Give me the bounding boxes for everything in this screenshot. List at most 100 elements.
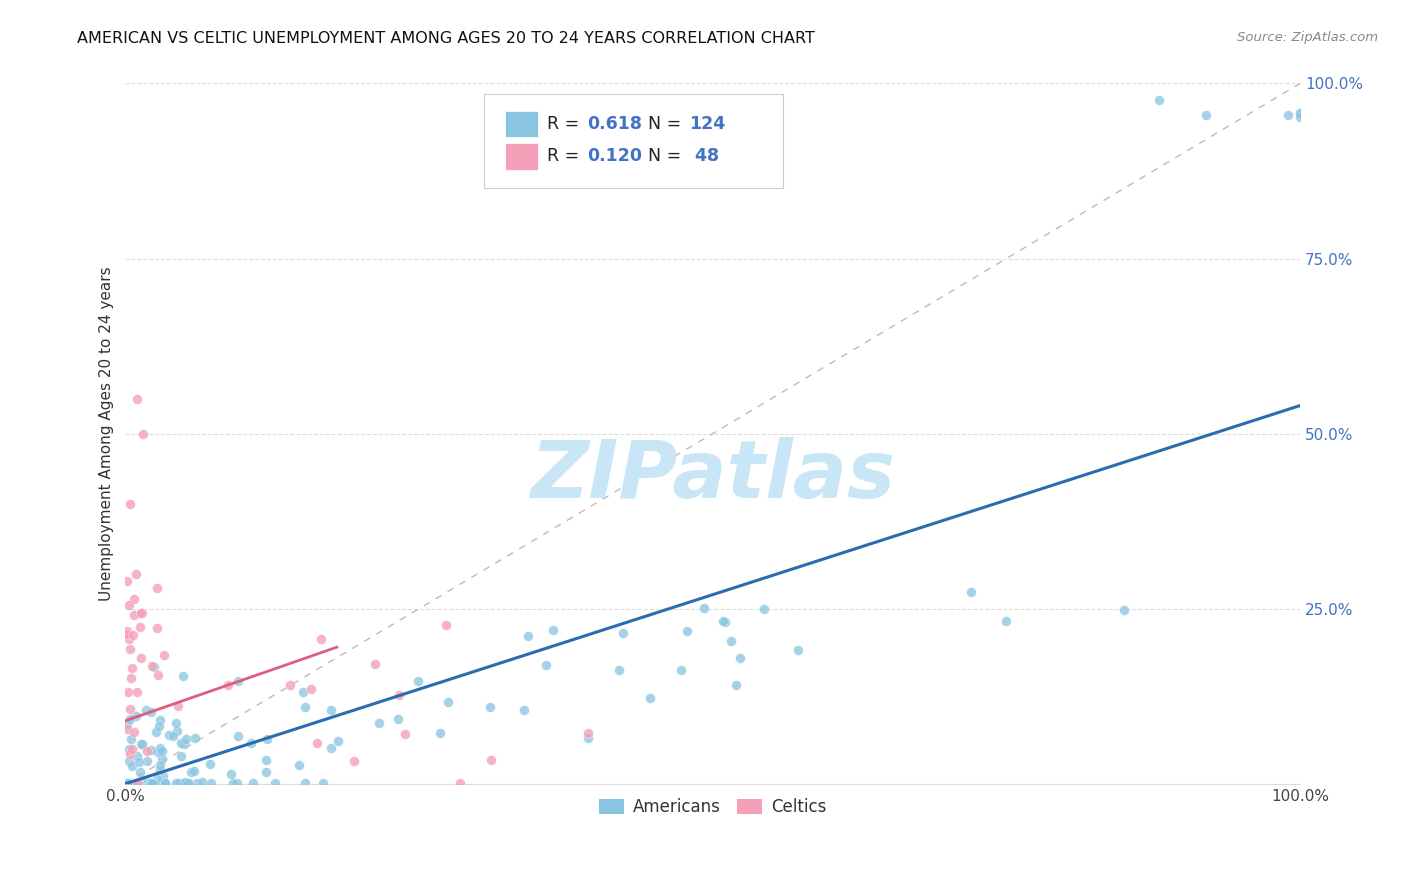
Point bbox=[139, 705, 162, 719]
Point bbox=[184, 731, 207, 746]
Point bbox=[118, 641, 141, 656]
Point bbox=[122, 725, 145, 739]
Point bbox=[115, 722, 138, 736]
Point bbox=[240, 736, 263, 750]
Point bbox=[135, 776, 157, 790]
Point bbox=[150, 744, 173, 758]
Point bbox=[607, 663, 630, 677]
Point bbox=[167, 776, 190, 790]
FancyBboxPatch shape bbox=[505, 143, 537, 169]
Point bbox=[225, 776, 247, 790]
Point bbox=[118, 632, 141, 646]
Point bbox=[191, 775, 214, 789]
Point bbox=[132, 426, 155, 441]
Point bbox=[153, 776, 176, 790]
Point bbox=[120, 732, 142, 747]
Text: N =: N = bbox=[648, 115, 688, 133]
FancyBboxPatch shape bbox=[484, 94, 783, 188]
Point bbox=[125, 748, 148, 763]
Point bbox=[264, 776, 287, 790]
Point bbox=[406, 673, 429, 688]
Point bbox=[118, 776, 141, 790]
Point bbox=[291, 685, 314, 699]
Point bbox=[139, 776, 162, 790]
Point bbox=[1289, 110, 1312, 124]
Point bbox=[121, 742, 143, 756]
Point bbox=[146, 621, 169, 635]
Point bbox=[117, 685, 139, 699]
Point bbox=[388, 688, 411, 702]
Point bbox=[146, 776, 169, 790]
Point bbox=[127, 776, 149, 790]
Point bbox=[536, 657, 558, 672]
Point bbox=[174, 775, 197, 789]
Point bbox=[142, 776, 165, 790]
Point bbox=[122, 607, 145, 622]
Point bbox=[1195, 108, 1218, 122]
Text: 124: 124 bbox=[689, 115, 725, 133]
Point bbox=[135, 703, 157, 717]
Point bbox=[124, 566, 146, 581]
Point bbox=[136, 754, 159, 768]
Point bbox=[118, 755, 141, 769]
Point bbox=[149, 713, 172, 727]
Point bbox=[118, 712, 141, 726]
Point bbox=[149, 776, 172, 790]
Point bbox=[294, 776, 316, 790]
Point bbox=[115, 574, 138, 589]
Point bbox=[612, 626, 634, 640]
Point bbox=[638, 691, 661, 706]
Point bbox=[136, 775, 159, 789]
Point bbox=[170, 748, 193, 763]
Point bbox=[394, 727, 416, 741]
FancyBboxPatch shape bbox=[505, 111, 537, 137]
Text: R =: R = bbox=[547, 115, 585, 133]
Point bbox=[124, 776, 146, 790]
Point bbox=[120, 702, 142, 716]
Text: R =: R = bbox=[547, 146, 585, 164]
Point bbox=[256, 732, 278, 747]
Point bbox=[167, 699, 190, 714]
Point bbox=[254, 765, 277, 780]
Point bbox=[312, 776, 335, 790]
Point bbox=[141, 776, 163, 790]
Point bbox=[120, 671, 142, 685]
Point bbox=[254, 753, 277, 767]
Point bbox=[387, 712, 409, 726]
Point bbox=[186, 776, 208, 790]
Point bbox=[319, 741, 342, 756]
Point bbox=[576, 731, 599, 745]
Point bbox=[155, 776, 177, 790]
Point bbox=[294, 700, 316, 714]
Point bbox=[118, 599, 141, 613]
Point bbox=[479, 699, 502, 714]
Text: AMERICAN VS CELTIC UNEMPLOYMENT AMONG AGES 20 TO 24 YEARS CORRELATION CHART: AMERICAN VS CELTIC UNEMPLOYMENT AMONG AG… bbox=[77, 31, 815, 46]
Point bbox=[724, 678, 747, 692]
Text: N =: N = bbox=[648, 146, 688, 164]
Point bbox=[299, 681, 322, 696]
Point bbox=[118, 742, 141, 756]
Point bbox=[173, 737, 195, 751]
Point bbox=[117, 624, 139, 639]
Point bbox=[146, 772, 169, 787]
Point bbox=[242, 776, 264, 790]
Point bbox=[165, 716, 187, 731]
Point bbox=[172, 669, 194, 683]
Point bbox=[139, 743, 162, 757]
Point bbox=[115, 776, 138, 790]
Point bbox=[434, 618, 457, 632]
Point bbox=[125, 392, 148, 406]
Point bbox=[1147, 93, 1170, 107]
Point bbox=[720, 634, 742, 648]
Point bbox=[692, 601, 714, 615]
Point bbox=[125, 776, 148, 790]
Point bbox=[129, 776, 152, 790]
Point bbox=[219, 766, 242, 780]
Point bbox=[437, 695, 460, 709]
Point bbox=[1277, 108, 1299, 122]
Point bbox=[429, 726, 451, 740]
Point bbox=[222, 776, 245, 790]
Point bbox=[165, 776, 187, 790]
Point bbox=[149, 757, 172, 772]
Point bbox=[141, 776, 163, 790]
